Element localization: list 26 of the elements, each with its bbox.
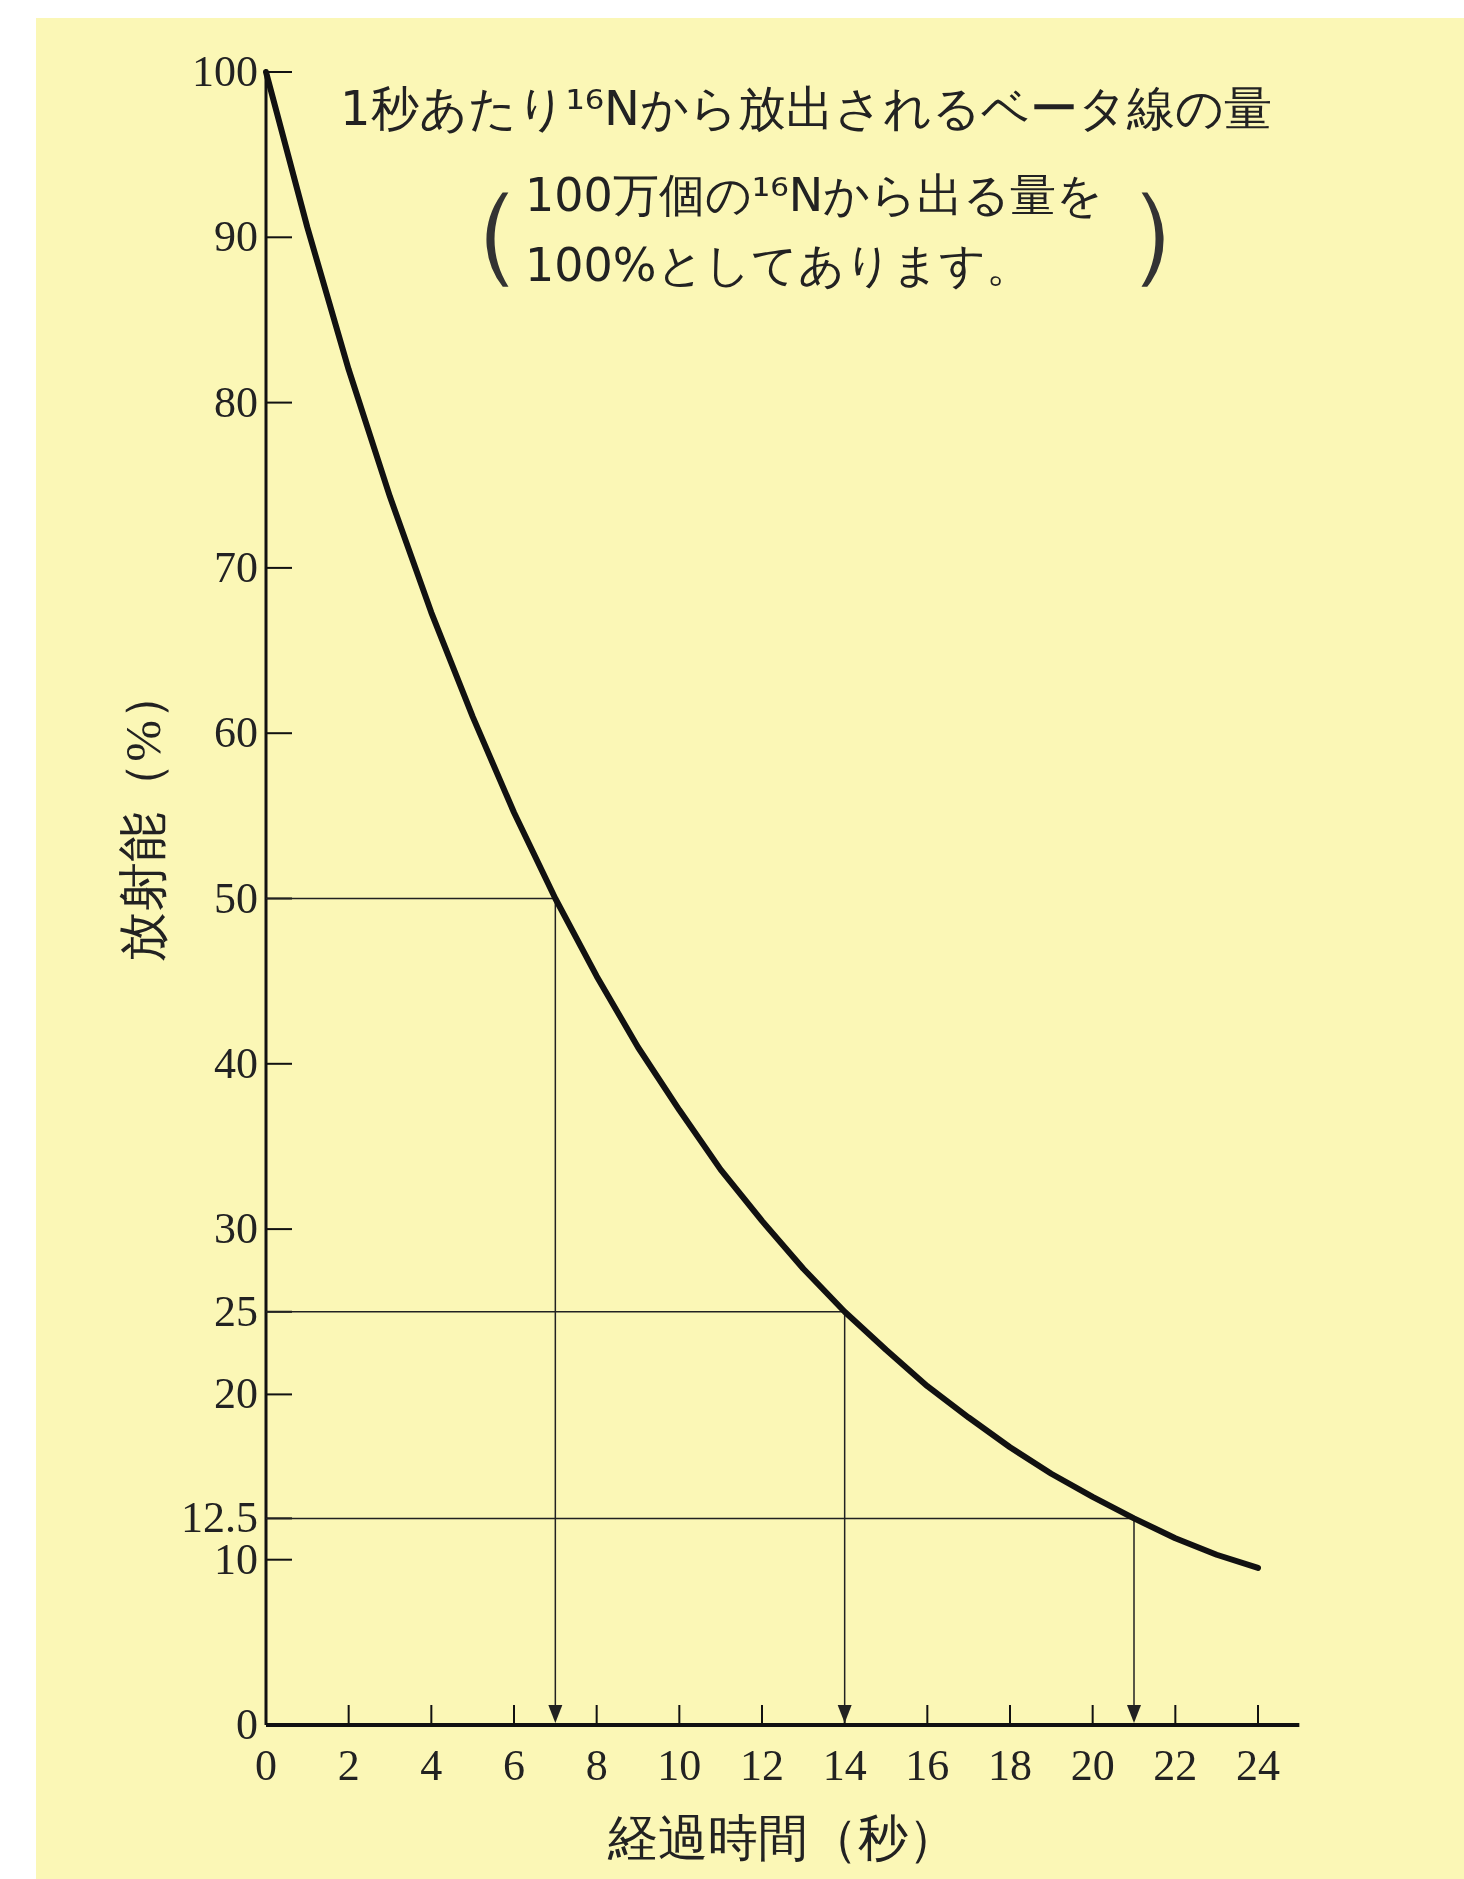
y-tick-label: 100 — [192, 47, 258, 96]
x-tick-label: 22 — [1153, 1741, 1198, 1790]
y-tick-label: 30 — [214, 1204, 258, 1254]
y-tick-label: 25 — [214, 1286, 258, 1336]
x-tick-label: 12 — [740, 1741, 784, 1790]
y-tick-label: 70 — [214, 542, 258, 592]
x-tick-label: 4 — [420, 1741, 443, 1790]
y-tick-label: 50 — [214, 873, 258, 923]
y-tick-label: 0 — [236, 1700, 258, 1749]
x-tick-label: 20 — [1070, 1741, 1115, 1790]
x-tick-label: 24 — [1236, 1741, 1280, 1790]
x-tick-label: 2 — [337, 1741, 360, 1790]
y-axis-title: 放射能（%） — [115, 670, 171, 962]
x-tick-label: 16 — [905, 1741, 950, 1790]
y-tick-label: 20 — [214, 1369, 258, 1419]
x-tick-label: 6 — [503, 1741, 525, 1790]
y-tick-label: 90 — [214, 212, 258, 262]
x-axis-title: 経過時間（秒） — [606, 1810, 958, 1866]
chart-title: 1秒あたり¹⁶Nから放出されるベータ線の量 — [340, 80, 1272, 136]
x-tick-label: 14 — [822, 1741, 867, 1790]
y-tick-label: 80 — [214, 377, 258, 427]
y-tick-label: 60 — [214, 708, 258, 758]
y-tick-label: 40 — [214, 1038, 258, 1088]
x-tick-label: 8 — [585, 1741, 608, 1790]
x-tick-label: 10 — [657, 1741, 702, 1790]
x-tick-label: 18 — [988, 1741, 1032, 1790]
